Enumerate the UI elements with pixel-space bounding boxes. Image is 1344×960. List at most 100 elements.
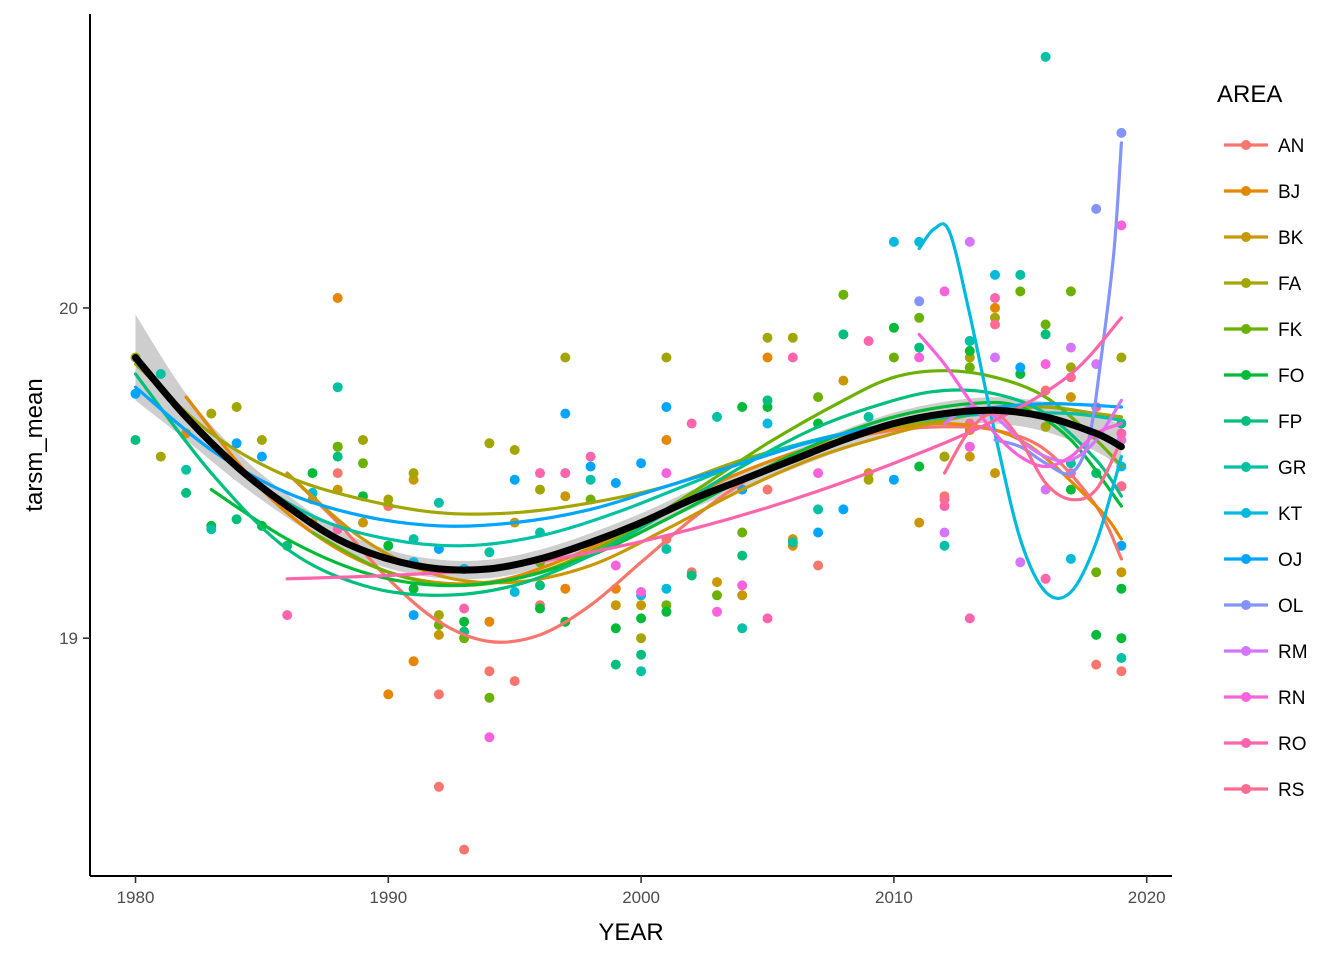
data-point-bk (914, 517, 925, 528)
data-point-fa (358, 435, 368, 445)
data-point-fp (762, 395, 773, 406)
data-point-rn (661, 468, 672, 479)
legend-key-point (1241, 186, 1251, 196)
legend-label: OJ (1278, 550, 1302, 571)
data-point-gr (636, 666, 647, 677)
data-point-fk (1040, 319, 1051, 330)
data-point-oj (1015, 362, 1026, 373)
points-layer (130, 51, 1127, 855)
legend-label: FP (1278, 412, 1302, 433)
y-tick-label: 19 (59, 629, 78, 648)
legend-key-point (1241, 462, 1251, 472)
legend-item-fk: FK (1224, 320, 1303, 341)
data-point-ro (459, 603, 470, 614)
data-point-fa (383, 494, 394, 505)
data-point-ol (1091, 203, 1102, 214)
legend-key-point (1241, 600, 1251, 610)
data-point-fp (332, 451, 343, 462)
data-point-an (1116, 666, 1127, 677)
legend-label: BJ (1278, 182, 1300, 203)
data-point-fk (964, 362, 975, 373)
legend-item-bk: BK (1224, 228, 1304, 249)
data-point-fo (964, 345, 975, 356)
data-point-fo (408, 583, 419, 594)
legend-key-point (1241, 738, 1251, 748)
legend-key-point (1241, 232, 1251, 242)
legend-label: BK (1278, 228, 1304, 249)
data-point-ro (686, 418, 697, 429)
data-point-rn (939, 286, 950, 297)
data-point-ol (1116, 127, 1127, 138)
data-point-fp (231, 514, 242, 525)
x-tick-label: 2010 (875, 888, 913, 907)
legend-label: RO (1278, 734, 1307, 755)
data-point-bj (408, 656, 419, 667)
data-point-oj (838, 504, 849, 515)
data-point-gr (206, 524, 217, 535)
data-point-rm (964, 236, 975, 247)
data-point-fp (181, 487, 192, 498)
x-tick-label: 1980 (117, 888, 155, 907)
data-point-gr (1015, 269, 1026, 280)
data-point-bj (661, 435, 672, 445)
data-point-fo (535, 603, 545, 614)
data-point-fo (1116, 633, 1127, 644)
data-point-gr (964, 336, 975, 346)
data-point-fk (737, 527, 748, 538)
data-point-kt (509, 587, 520, 597)
data-point-kt (1065, 553, 1076, 564)
data-point-an (762, 484, 773, 495)
data-point-bj (560, 583, 571, 594)
data-point-bk (610, 600, 621, 611)
data-point-rn (636, 587, 647, 597)
data-point-fa (408, 468, 419, 479)
data-point-fk (358, 458, 368, 469)
data-point-gr (484, 547, 495, 558)
legend-items: AN BJ BK FA FK FO FP GR KT OJ OL RM RN RO RS (1224, 136, 1308, 801)
data-point-ro (990, 293, 1000, 303)
data-point-fk (484, 692, 495, 703)
data-point-bk (838, 375, 849, 386)
data-point-rn (484, 732, 495, 743)
data-point-ro (863, 336, 874, 346)
data-point-bj (762, 352, 773, 363)
x-axis-title: YEAR (598, 919, 663, 946)
data-point-kt (661, 583, 672, 594)
data-point-bk (1065, 392, 1076, 403)
data-point-kt (888, 236, 899, 247)
x-tick-label: 1990 (369, 888, 407, 907)
legend-item-rn: RN (1224, 688, 1305, 709)
data-point-fp (838, 329, 849, 340)
legend-label: OL (1278, 596, 1303, 617)
data-point-fp (1040, 329, 1051, 340)
data-point-fa (433, 610, 444, 621)
data-point-gr (1116, 653, 1127, 663)
data-point-fo (737, 402, 748, 412)
data-point-fp (535, 580, 545, 591)
legend-key-point (1241, 508, 1251, 518)
data-point-gr (939, 540, 950, 551)
data-point-fk (1015, 286, 1026, 297)
data-point-fp (610, 659, 621, 670)
data-point-bj (484, 616, 495, 627)
data-point-ro (1040, 573, 1051, 584)
legend-key-point (1241, 416, 1251, 426)
data-point-kt (990, 269, 1000, 280)
data-point-rm (1065, 342, 1076, 353)
data-point-fa (535, 484, 545, 495)
trend-line-rs (942, 411, 1123, 502)
data-point-ro (964, 613, 975, 624)
data-point-bj (990, 302, 1000, 313)
data-point-oj (256, 451, 267, 462)
y-tick-label: 20 (59, 299, 78, 318)
data-point-fk (1065, 286, 1076, 297)
data-point-rn (712, 606, 722, 617)
legend-item-fa: FA (1224, 274, 1302, 295)
legend-key-point (1241, 140, 1251, 150)
data-point-fp (130, 435, 141, 445)
data-point-fa (560, 352, 571, 363)
data-point-fo (383, 540, 394, 551)
legend-key-point (1241, 324, 1251, 334)
data-point-fk (838, 289, 849, 300)
